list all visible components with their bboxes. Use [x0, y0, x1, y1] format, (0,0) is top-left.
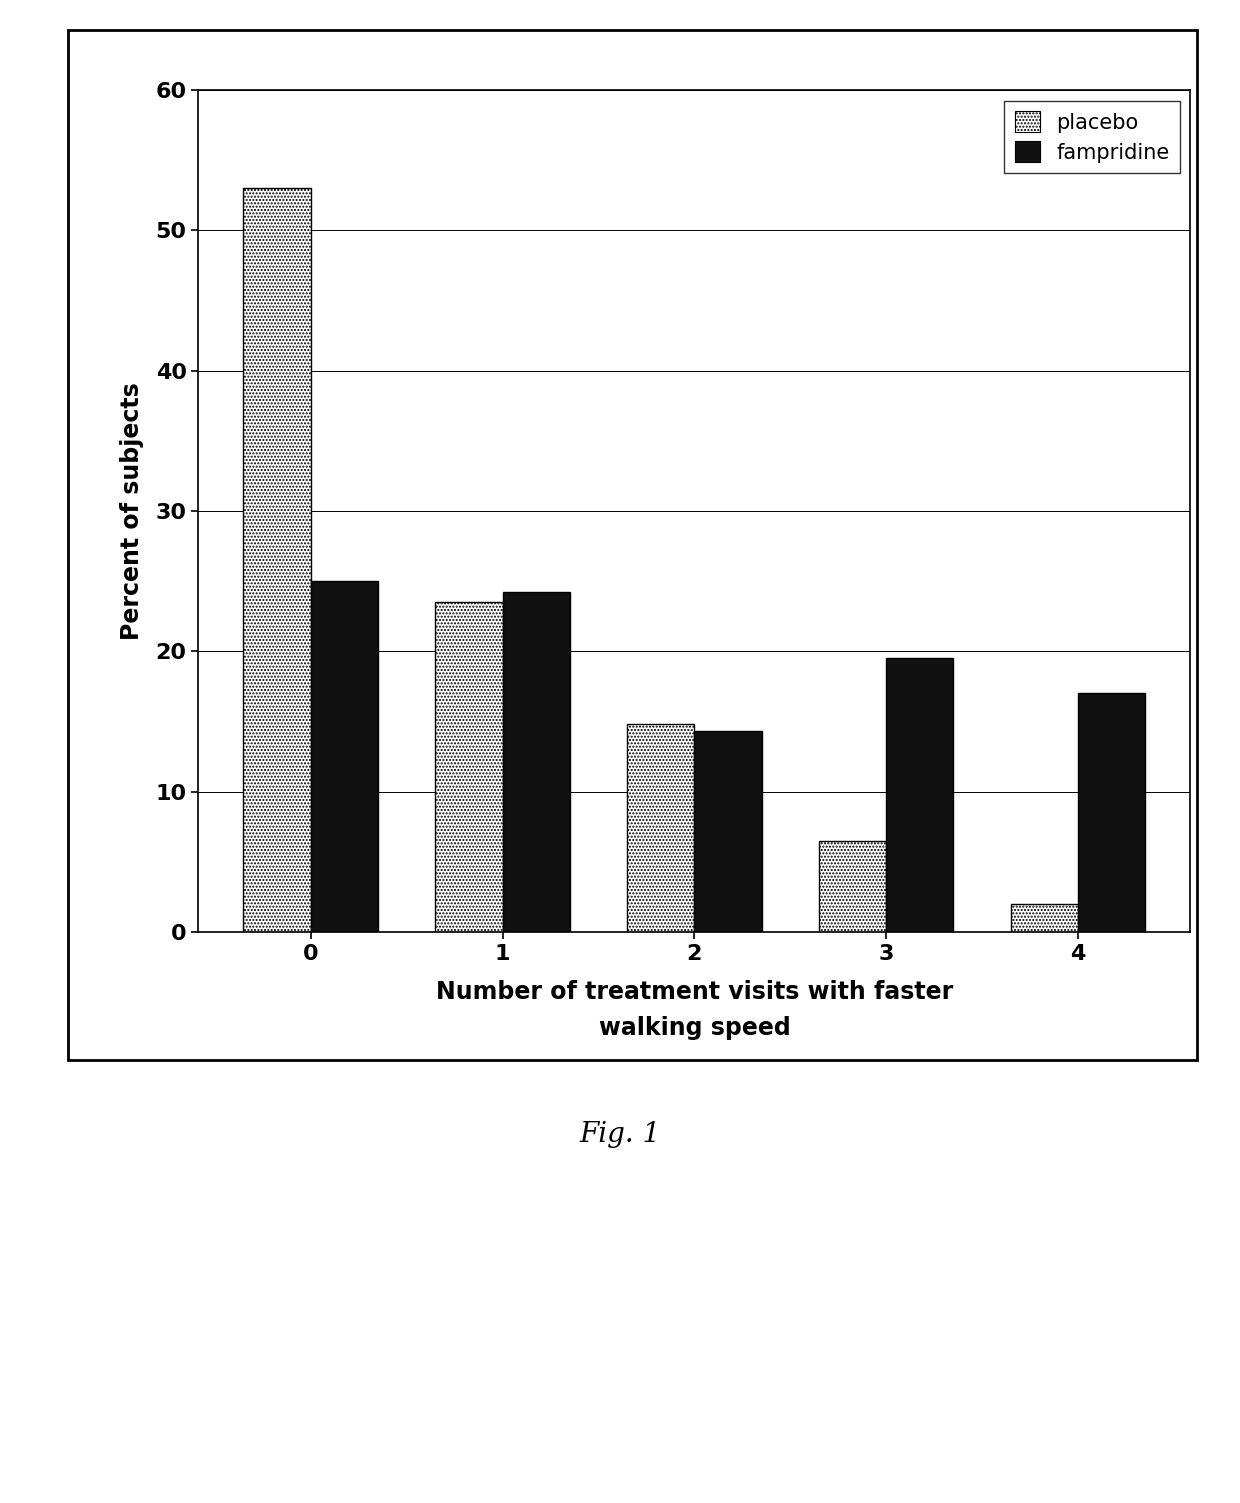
Text: Fig. 1: Fig. 1	[579, 1121, 661, 1148]
Bar	[311, 582, 378, 932]
Bar	[627, 724, 694, 932]
Bar	[887, 658, 954, 932]
Legend: placebo, fampridine: placebo, fampridine	[1004, 101, 1180, 173]
Bar	[1011, 903, 1078, 932]
Bar	[435, 603, 502, 932]
Y-axis label: Percent of subjects: Percent of subjects	[120, 382, 144, 640]
Bar	[502, 592, 569, 932]
Bar	[1078, 693, 1146, 932]
Bar	[243, 188, 311, 932]
Bar	[694, 732, 761, 932]
Bar	[820, 840, 887, 932]
X-axis label: Number of treatment visits with faster
walking speed: Number of treatment visits with faster w…	[435, 980, 954, 1040]
